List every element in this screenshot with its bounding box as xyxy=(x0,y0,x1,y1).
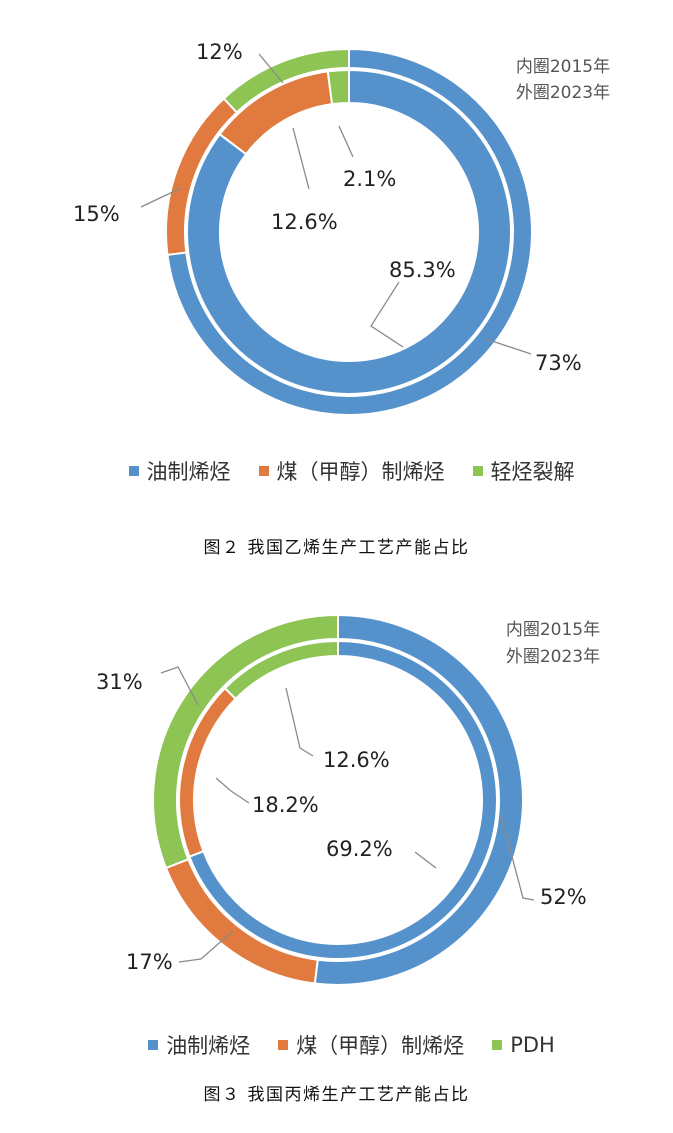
outer-ring-leader-line-third xyxy=(258,53,284,84)
legend-item-oil: 油制烯烃 xyxy=(148,1030,250,1060)
outer-ring-leader-line-oil xyxy=(500,814,535,901)
inner-ring-leader-line-oil xyxy=(414,851,437,869)
legend-label-oil: 油制烯烃 xyxy=(146,460,231,484)
legend-label-coal: 煤（甲醇）制烯烃 xyxy=(296,1034,465,1058)
outer-ring-leader-line-coal xyxy=(140,187,182,208)
inner-ring-data-label-oil: 69.2% xyxy=(326,837,393,861)
legend-swatch-pdh xyxy=(492,1040,503,1050)
inner-ring-slice-oil xyxy=(186,68,512,395)
legend-label-pdh: PDH xyxy=(510,1033,555,1057)
legend-swatch-coal xyxy=(278,1040,289,1050)
figure-3-caption: 图３ 我国丙烯生产工艺产能占比 xyxy=(203,1085,470,1105)
outer-ring-data-label-third: 31% xyxy=(96,670,143,694)
outer-ring-data-label-coal: 15% xyxy=(73,202,120,226)
legend-label-coal: 煤（甲醇）制烯烃 xyxy=(276,460,445,484)
ethylene-donut-chart: 内圈2015年 外圈2023年 85.3% 12.6%2.1% 73% 15% 12% xyxy=(73,40,610,416)
inner-ring-slice-coal xyxy=(178,686,237,858)
outer-ring-slice-oil xyxy=(313,613,525,986)
legend-swatch-oil xyxy=(128,466,139,476)
legend-item-oil: 油制烯烃 xyxy=(128,456,231,486)
outer-ring-slice-coal xyxy=(164,857,319,985)
inner-ring-data-label-third: 2.1% xyxy=(343,167,396,191)
outer-ring-data-label-oil: 52% xyxy=(540,885,587,909)
inner-ring-data-label-coal: 12.6% xyxy=(271,210,338,234)
legend-item-pdh: PDH xyxy=(492,1033,555,1057)
inner-ring-leader-line-third xyxy=(285,687,314,757)
chart-note-line-1: 内圈2015年 xyxy=(516,57,610,77)
legend-item-light-hydrocarbon: 轻烃裂解 xyxy=(472,456,575,486)
inner-ring-leader-line-coal xyxy=(215,777,250,804)
outer-ring-slice-coal xyxy=(165,97,239,257)
outer-ring-leader-line-third xyxy=(160,666,199,706)
outer-ring-data-label-oil: 73% xyxy=(535,351,582,375)
outer-ring-slice-oil xyxy=(166,47,533,416)
inner-ring-slice-oil xyxy=(188,639,498,960)
legend-item-coal: 煤（甲醇）制烯烃 xyxy=(278,1030,464,1060)
legend-swatch-coal xyxy=(258,466,269,476)
inner-ring-data-label-oil: 85.3% xyxy=(389,258,456,282)
inner-ring-leader-line-coal xyxy=(292,127,310,190)
chart-note-line-2: 外圈2023年 xyxy=(516,83,610,103)
inner-ring-data-label-coal: 18.2% xyxy=(252,793,319,817)
propylene-legend: 油制烯烃 煤（甲醇）制烯烃 PDH xyxy=(61,1030,642,1060)
outer-ring-data-label-third: 12% xyxy=(196,40,243,64)
legend-swatch-oil xyxy=(148,1040,159,1050)
outer-ring-leader-line-coal xyxy=(178,930,234,963)
outer-ring-data-label-coal: 17% xyxy=(126,950,173,974)
inner-ring-data-label-third: 12.6% xyxy=(323,748,390,772)
legend-label-light-hydrocarbon: 轻烃裂解 xyxy=(490,460,575,484)
legend-item-coal: 煤（甲醇）制烯烃 xyxy=(258,456,445,486)
chart-note-line-1: 内圈2015年 xyxy=(506,620,600,640)
chart-note-line-2: 外圈2023年 xyxy=(506,647,600,667)
figure-2-caption: 图２ 我国乙烯生产工艺产能占比 xyxy=(203,538,470,558)
legend-label-oil: 油制烯烃 xyxy=(166,1034,251,1058)
inner-ring-slice-coal xyxy=(218,70,334,156)
inner-ring-leader-line-oil xyxy=(370,281,404,348)
legend-swatch-light-hydrocarbon xyxy=(472,466,483,476)
inner-ring-leader-line-third xyxy=(338,125,354,158)
outer-ring-leader-line-oil xyxy=(485,338,532,355)
ethylene-legend: 油制烯烃 煤（甲醇）制烯烃 轻烃裂解 xyxy=(61,456,642,486)
ethylene-chart-panel: 内圈2015年 外圈2023年 85.3% 12.6% 2.1% 73% 15% 12% … xyxy=(61,40,642,503)
propylene-chart-panel: 内圈2015年 外圈2023年 69.2% 18.2% 12.6% 52% 17% 31%… xyxy=(61,598,642,1058)
propylene-donut-chart: 内圈2015年 外圈2023年 69.2% 18.2%12.6% 52% 17% 31% xyxy=(96,613,600,986)
